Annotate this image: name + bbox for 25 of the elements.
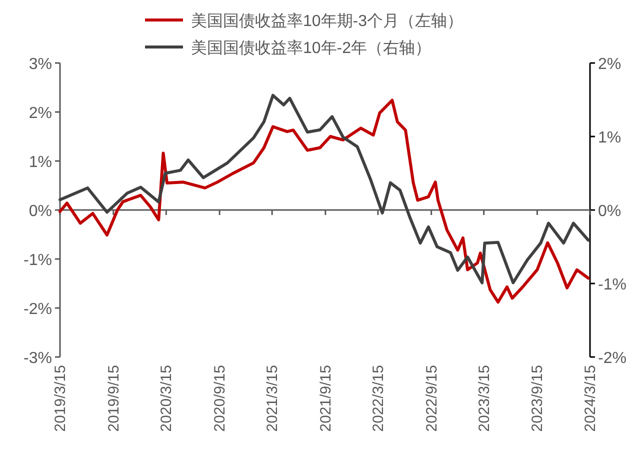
y2-tick-label: 1% [598,130,622,146]
y-tick-label: -3% [24,350,52,367]
x-tick-label: 2021/9/15 [317,365,334,432]
y-tick-label: 1% [28,154,52,171]
y-tick-label: -1% [24,252,52,269]
x-tick-label: 2022/3/15 [370,365,387,432]
x-tick-label: 2023/3/15 [476,365,493,432]
x-tick-label: 2020/3/15 [158,365,176,432]
y2-tick-label: -2% [598,350,626,367]
y-tick-label: 3% [28,56,52,73]
y2-tick-label: 0% [598,203,622,220]
x-tick-label: 2024/3/15 [582,365,599,432]
y2-tick-label: 2% [598,56,622,73]
y-tick-label: -2% [24,301,52,318]
x-tick-label: 2019/9/15 [105,365,122,432]
legend-label: 美国国债收益率10年期-3个月（左轴） [191,12,464,30]
legend-label: 美国国债收益率10年-2年（右轴） [191,39,432,57]
y-tick-label: 2% [28,105,52,122]
x-tick-label: 2019/3/15 [52,365,69,432]
x-tick-label: 2023/9/15 [529,365,546,432]
x-tick-label: 2021/3/15 [264,365,282,432]
y2-tick-label: -1% [598,276,626,294]
y-tick-label: 0% [28,203,52,220]
x-tick-label: 2020/9/15 [212,365,229,432]
x-tick-label: 2022/9/15 [423,365,440,432]
